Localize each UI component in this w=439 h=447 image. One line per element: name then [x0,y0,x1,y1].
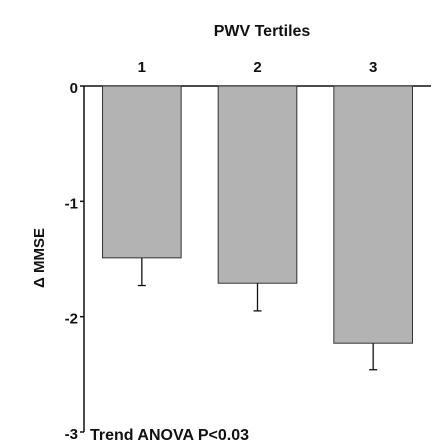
bar [102,85,182,259]
y-tick-label: 0 [70,80,78,97]
y-tick-label: -1 [65,195,78,212]
y-tick-label: -2 [65,311,78,328]
annotation: Trend ANOVA P<0.03 [90,427,249,444]
x-tick-label: 2 [253,59,261,76]
y-axis-label: Δ MMSE [31,228,48,288]
x-tick-label: 3 [369,59,377,76]
x-tick-label: 1 [138,59,146,76]
y-tick-label: -3 [65,426,78,443]
chart-title: PWV Tertiles [214,23,311,40]
bar [217,85,298,284]
bar [333,85,413,344]
